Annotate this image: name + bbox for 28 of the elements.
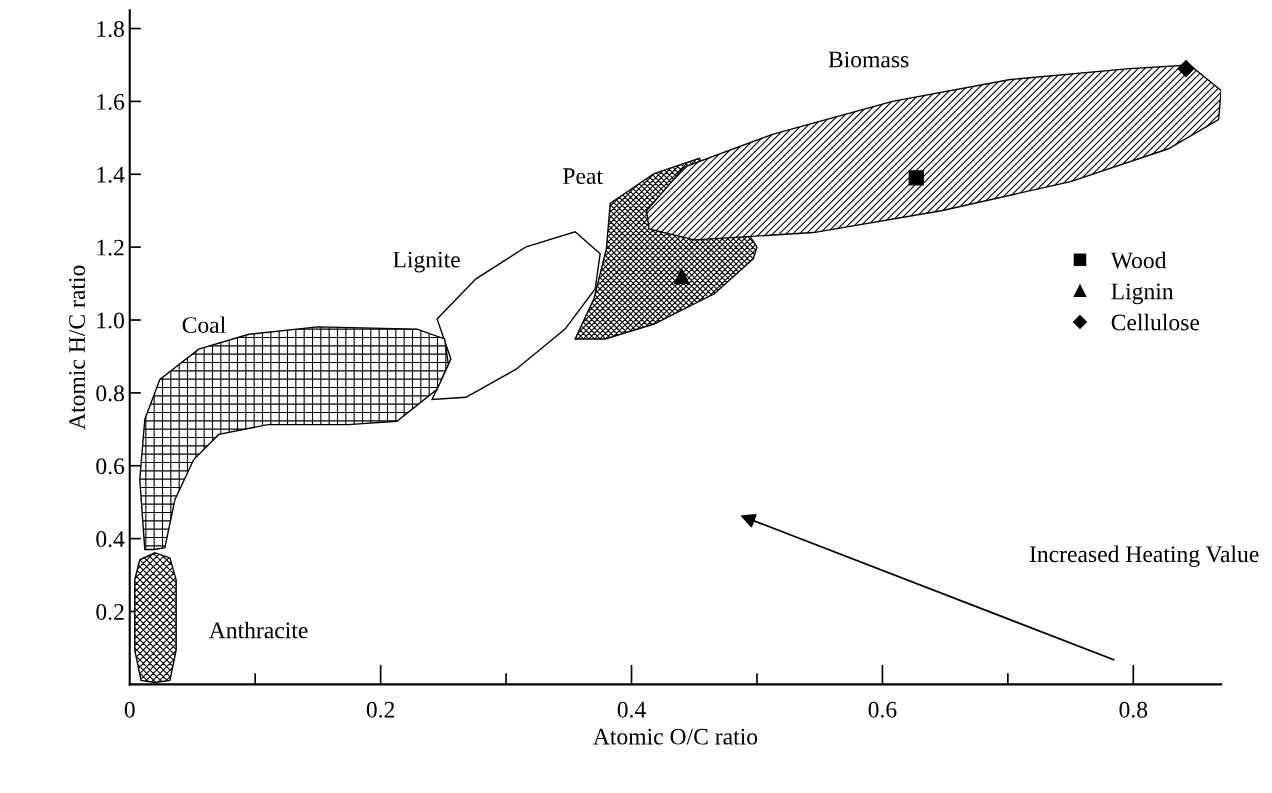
point bbox=[908, 170, 924, 186]
point bbox=[1177, 60, 1195, 78]
y-tick-label: 1.0 bbox=[97, 312, 124, 329]
x-tick-label: 0 bbox=[124, 701, 135, 718]
legend-label: Wood bbox=[1110, 251, 1167, 269]
x-axis-title: Atomic O/C ratio bbox=[593, 728, 758, 745]
y-tick-label: 1.2 bbox=[97, 239, 124, 256]
y-tick-label: 0.8 bbox=[96, 385, 124, 402]
annotation: Lignite bbox=[393, 251, 460, 273]
y-axis-title: Atomic H/C ratio bbox=[69, 265, 86, 430]
x-tick-label: 0.8 bbox=[1119, 701, 1148, 718]
y-tick-label: 0.2 bbox=[96, 603, 124, 621]
y-tick-label: 1.4 bbox=[97, 166, 125, 183]
annotation: Biomass bbox=[828, 51, 909, 68]
legend-label: Lignin bbox=[1111, 283, 1174, 305]
x-tick-label: 0.6 bbox=[868, 701, 897, 718]
annotation: Peat bbox=[563, 168, 603, 185]
y-tick-label: 1.8 bbox=[97, 21, 124, 38]
annotation: Increased Heating Value bbox=[1029, 545, 1259, 568]
annotation: Anthracite bbox=[208, 621, 308, 639]
x-tick-label: 0.2 bbox=[366, 701, 395, 718]
annotation: Coal bbox=[182, 316, 226, 334]
y-tick-label: 1.6 bbox=[97, 93, 125, 110]
x-tick-label: 0.4 bbox=[617, 701, 646, 718]
legend-label: Cellulose bbox=[1111, 313, 1200, 331]
y-tick-label: 0.4 bbox=[96, 531, 125, 548]
y-tick-label: 0.6 bbox=[96, 458, 125, 475]
point bbox=[674, 268, 690, 284]
